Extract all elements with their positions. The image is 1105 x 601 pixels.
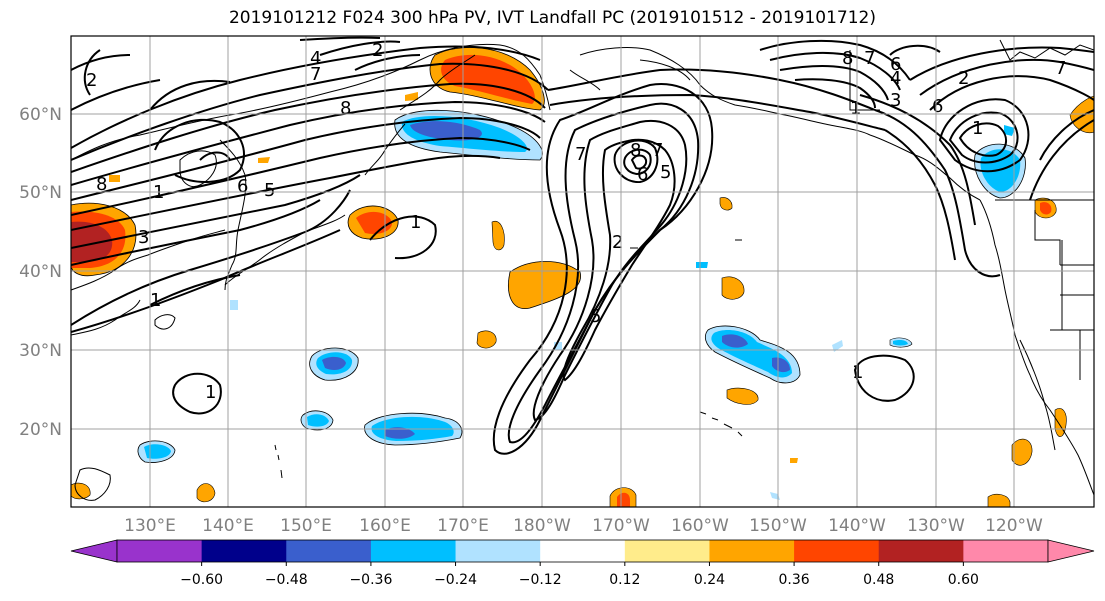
lon-label-160w: 160°W [671, 516, 729, 536]
colorbar-swatch [963, 540, 1049, 562]
pv-label-1-g: 1 [852, 362, 863, 383]
pv-label-1-f: 1 [850, 98, 861, 119]
lon-label-130w: 130°W [907, 516, 965, 536]
pv-label-4-a: 4 [310, 48, 321, 69]
pv-label-1-d: 1 [150, 290, 161, 311]
longitude-labels: 130°E 140°E 150°E 160°E 170°E 180°W 170°… [124, 516, 1043, 536]
colorbar-tick-label: 0.12 [609, 572, 640, 588]
negative-anomaly-aleutian-west [394, 109, 543, 161]
pv-label-8-c: 8 [630, 140, 641, 161]
positive-anomaly-north-pacific [508, 261, 581, 309]
lat-label-30n: 30°N [19, 341, 62, 361]
colorbar-swatch [455, 540, 541, 562]
pv-label-5-a: 5 [264, 180, 275, 201]
colorbar-tick-label: −0.60 [180, 572, 223, 588]
lat-label-40n: 40°N [19, 262, 62, 282]
positive-anomaly-east-china [71, 202, 137, 277]
pv-label-8-d: 8 [842, 48, 853, 69]
colorbar-tick-label: −0.24 [434, 572, 477, 588]
pv-label-8-b: 8 [96, 174, 107, 195]
pv-label-6-b: 6 [637, 164, 648, 185]
coastlines [71, 39, 1094, 501]
colorbar-tick-label: 0.48 [863, 572, 894, 588]
pv-label-7-e: 7 [1055, 58, 1066, 79]
pv-label-1-b: 1 [410, 212, 421, 233]
colorbar-tick-label: −0.48 [265, 572, 308, 588]
lon-label-170w: 170°W [592, 516, 650, 536]
colorbar: −0.60 −0.48 −0.36 −0.24 −0.12 0.12 0.24 0.36 0.4… [70, 539, 1095, 588]
colorbar-tick-label: 0.60 [948, 572, 979, 588]
lon-label-170e: 170°E [437, 516, 489, 536]
pv-label-1-e: 1 [972, 118, 983, 139]
map-border [70, 35, 1095, 508]
lat-label-60n: 60°N [19, 105, 62, 125]
pv-label-2-c: 2 [612, 232, 623, 253]
lon-label-180w: 180°W [513, 516, 571, 536]
pv-label-4-b: 4 [890, 68, 901, 89]
colorbar-swatch [540, 540, 626, 562]
colorbar-swatch [117, 540, 203, 562]
pv-label-8-a: 8 [340, 98, 351, 119]
lon-label-150w: 150°W [749, 516, 807, 536]
pv-label-5-b: 5 [590, 306, 601, 327]
colorbar-extend-high [1047, 539, 1095, 563]
colorbar-swatch [878, 540, 964, 562]
colorbar-swatch [624, 540, 710, 562]
colorbar-tick-label: −0.12 [519, 572, 562, 588]
latitude-labels: 60°N 50°N 40°N 30°N 20°N [19, 105, 62, 440]
map-title: 2019101212 F024 300 hPa PV, IVT Landfall… [228, 8, 876, 28]
colorbar-swatch [370, 540, 457, 562]
graticule [71, 36, 1094, 507]
pv-label-2-b: 2 [86, 70, 97, 91]
pv-label-5-c: 5 [660, 162, 671, 183]
colorbar-swatch [794, 540, 880, 562]
colorbar-swatch [709, 540, 795, 562]
pv-label-6-d: 6 [932, 96, 943, 117]
lat-label-20n: 20°N [19, 420, 62, 440]
pv-label-3-a: 3 [138, 227, 149, 248]
pv-label-7-a: 7 [310, 64, 321, 85]
pv-label-2-a: 2 [372, 40, 383, 61]
pv-label-6-a: 6 [237, 176, 248, 197]
lon-label-130e: 130°E [124, 516, 176, 536]
colorbar-tick-label: 0.24 [694, 572, 725, 588]
pv-label-1-c: 1 [205, 382, 216, 403]
colorbar-ticks: −0.60 −0.48 −0.36 −0.24 −0.12 0.12 0.24 0.36 0.4… [180, 562, 979, 588]
colorbar-swatch [286, 540, 372, 562]
lon-label-160e: 160°E [359, 516, 411, 536]
pv-label-6-c: 6 [890, 54, 901, 75]
colorbar-swatch [201, 540, 287, 562]
lat-label-50n: 50°N [19, 183, 62, 203]
pv-contours [71, 36, 1094, 455]
lon-label-150e: 150°E [280, 516, 332, 536]
colorbar-extend-low [70, 539, 118, 563]
pv-label-7-c: 7 [575, 144, 586, 165]
colorbar-tick-label: 0.36 [779, 572, 810, 588]
lon-label-120w: 120°W [985, 516, 1043, 536]
pv-label-3-b: 3 [890, 90, 901, 111]
pv-label-2-d: 2 [958, 68, 969, 89]
lon-label-140w: 140°W [828, 516, 886, 536]
pv-label-7-b: 7 [652, 140, 663, 161]
pv-label-7-d: 7 [864, 48, 875, 69]
colorbar-tick-label: −0.36 [349, 572, 392, 588]
colorbar-swatches [116, 539, 1049, 563]
lon-label-140e: 140°E [202, 516, 254, 536]
